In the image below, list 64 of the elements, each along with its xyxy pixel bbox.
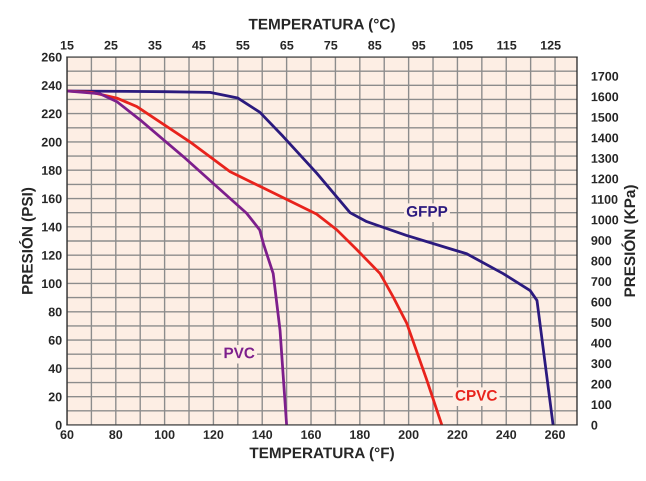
y2-tick-label: 1600 [592,92,618,102]
y2-tick-label: 500 [591,318,612,328]
series-label: GFPP [406,206,448,217]
x-tick-label: 140 [252,430,272,440]
y-tick-label: 20 [48,392,62,402]
y2-tick-label: 300 [591,359,612,368]
y-axis-title: PRESIÓN (PSI) [19,188,36,294]
y-tick-label: 100 [42,279,62,288]
x2-tick-label: 35 [148,40,162,50]
y2-tick-label: 1700 [592,72,618,81]
x2-tick-label: 25 [104,40,118,50]
y-tick-label: 220 [42,109,62,118]
line-series [67,90,288,425]
y-tick-label: 180 [42,166,62,175]
y2-tick-label: 900 [591,236,612,245]
y2-tick-label: 100 [592,400,612,410]
x-tick-label: 260 [545,430,565,440]
x2-tick-label: 75 [324,40,338,50]
y2-tick-label: 1200 [592,174,618,184]
y-tick-label: 0 [56,420,62,430]
y-tick-label: 160 [42,194,62,204]
x2-tick-label: 85 [368,40,382,50]
x2-tick-label: 95 [412,40,426,50]
y-tick-label: 260 [42,52,62,62]
x-tick-label: 180 [350,430,370,440]
y2-tick-label: 1400 [592,133,618,142]
series-label: CPVC [456,390,498,401]
y-tick-label: 200 [42,138,62,147]
y2-tick-label: 1500 [592,112,618,122]
y2-tick-label: 800 [591,256,612,266]
x2-tick-label: 65 [280,40,294,50]
x-tick-label: 120 [204,430,224,440]
y-tick-label: 140 [42,222,62,232]
y2-tick-label: 0 [591,420,598,430]
x-tick-label: 220 [447,430,468,440]
x-tick-label: 200 [398,430,419,440]
x2-tick-label: 15 [60,40,74,50]
x2-tick-label: 45 [192,40,206,50]
series-label: PVC [224,348,254,358]
y-tick-label: 120 [42,250,62,260]
x2-tick-label: 125 [540,40,561,50]
x2-tick-label: 55 [236,40,250,50]
y2-tick-label: 1300 [592,154,618,163]
y2-tick-label: 1000 [592,216,618,224]
y2-tick-label: 600 [591,298,612,307]
y2-tick-label: 400 [591,338,612,348]
y2-tick-label: 700 [591,277,612,286]
y-tick-label: 80 [48,308,62,316]
x2-axis-title: TEMPERATURA (°C) [248,18,395,33]
x-tick-label: 240 [496,430,516,440]
y2-tick-label: 200 [591,380,612,389]
y-tick-label: 60 [48,336,62,345]
y-tick-label: 40 [48,364,62,374]
x-tick-label: 160 [301,430,321,440]
x-tick-label: 60 [60,430,74,440]
x2-tick-label: 115 [497,40,516,50]
x-tick-label: 100 [154,430,175,440]
x2-tick-label: 105 [453,40,473,50]
line-series [67,90,554,425]
y2-axis-title: PRESIÓN (KPa) [621,185,638,296]
y2-tick-label: 1100 [592,195,618,204]
x-tick-label: 80 [109,430,122,440]
y-tick-label: 240 [42,81,62,90]
x-axis-title: TEMPERATURA (°F) [250,447,394,462]
